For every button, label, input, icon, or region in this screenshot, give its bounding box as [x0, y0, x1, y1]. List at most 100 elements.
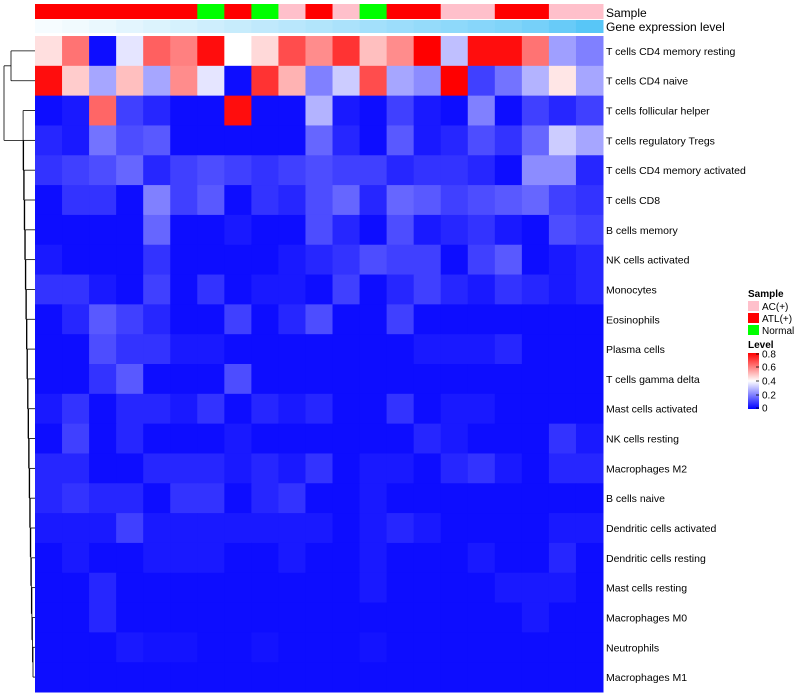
heatmap-cell	[548, 513, 577, 544]
heatmap-cell	[575, 364, 604, 395]
heatmap-cell	[467, 334, 496, 365]
sample-annotation-cell	[440, 4, 469, 19]
heatmap-cell	[521, 244, 550, 276]
heatmap-cell	[170, 304, 198, 335]
heatmap-cell	[305, 95, 334, 126]
heatmap-cell	[170, 572, 198, 604]
heatmap-cell	[494, 662, 523, 693]
expression-annotation-cell	[170, 20, 198, 33]
heatmap-cell	[440, 453, 469, 484]
row-labels: T cells CD4 memory resting T cells CD4 na…	[606, 46, 746, 684]
heatmap-cell	[197, 542, 225, 574]
heatmap-cell	[116, 632, 144, 663]
heatmap-cell	[386, 483, 415, 514]
heatmap-cell	[170, 36, 198, 67]
heatmap-cell	[143, 602, 171, 633]
heatmap-cell	[521, 542, 550, 574]
heatmap-cell	[386, 602, 415, 633]
heatmap-cell	[494, 304, 523, 335]
heatmap-cell	[332, 662, 361, 693]
heatmap-cell	[197, 513, 225, 544]
heatmap-cell	[413, 125, 442, 156]
heatmap-cell	[197, 483, 225, 514]
row-label: Eosinophils	[606, 314, 660, 326]
sample-annotation-cell	[224, 4, 252, 19]
heatmap-cell	[575, 423, 604, 454]
heatmap-cell	[413, 483, 442, 514]
heatmap-cell	[170, 662, 198, 693]
heatmap-cell	[116, 542, 144, 574]
heatmap-cell	[359, 304, 388, 335]
legend-sample-title: Sample	[748, 289, 784, 300]
sample-annotation-cell	[305, 4, 334, 19]
heatmap-cell	[116, 393, 144, 425]
heatmap-cell	[251, 423, 279, 454]
heatmap-cell	[116, 214, 144, 246]
heatmap-cell	[494, 632, 523, 663]
heatmap-cell	[467, 632, 496, 663]
heatmap-cell	[62, 542, 90, 574]
heatmap-cell	[386, 95, 415, 126]
heatmap-cell	[89, 513, 117, 544]
heatmap-cell	[386, 304, 415, 335]
heatmap-cell	[116, 602, 144, 633]
heatmap-cell	[143, 185, 171, 216]
heatmap-cell	[89, 572, 117, 604]
heatmap-cell	[170, 95, 198, 126]
heatmap-cell	[224, 453, 252, 484]
heatmap-cell	[332, 214, 361, 246]
sample-annotation-cell	[413, 4, 442, 19]
heatmap-cell	[413, 513, 442, 544]
sample-annotation-cell	[170, 4, 198, 19]
heatmap-cell	[278, 542, 306, 574]
heatmap-cell	[89, 483, 117, 514]
heatmap-cell	[548, 95, 577, 126]
heatmap-cell	[386, 155, 415, 186]
row-label: Monocytes	[606, 284, 657, 296]
legend-level-tick-label: 0.6	[762, 363, 776, 374]
heatmap-cell	[116, 95, 144, 126]
heatmap-cell	[413, 393, 442, 425]
heatmap-cell	[224, 304, 252, 335]
heatmap-cell	[35, 393, 63, 425]
heatmap-cell	[62, 423, 90, 454]
heatmap-cell	[251, 393, 279, 425]
heatmap-cell	[143, 36, 171, 67]
heatmap-cell	[386, 65, 415, 97]
heatmap-cell	[386, 244, 415, 276]
heatmap-cell	[197, 602, 225, 633]
heatmap-cell	[224, 602, 252, 633]
sample-annotation-cell	[251, 4, 279, 19]
heatmap-cell	[116, 185, 144, 216]
heatmap-cell	[575, 662, 604, 693]
heatmap-cell	[278, 483, 306, 514]
heatmap-cell	[89, 95, 117, 126]
heatmap-cell	[62, 185, 90, 216]
heatmap-cell	[197, 423, 225, 454]
heatmap-cell	[278, 393, 306, 425]
heatmap-cell	[575, 304, 604, 335]
heatmap-cell	[305, 125, 334, 156]
heatmap-cell	[278, 572, 306, 604]
heatmap-cell	[170, 513, 198, 544]
sample-annotation-cell	[548, 4, 577, 19]
heatmap-cell	[467, 95, 496, 126]
heatmap-cell	[251, 542, 279, 574]
heatmap-cell	[359, 364, 388, 395]
heatmap-cell	[440, 36, 469, 67]
heatmap-cell	[548, 185, 577, 216]
heatmap-cell	[35, 513, 63, 544]
heatmap-cell	[305, 572, 334, 604]
legend-swatch-normal	[748, 325, 759, 335]
row-label: B cells memory	[606, 225, 679, 237]
heatmap-cell	[278, 36, 306, 67]
heatmap-cell	[332, 364, 361, 395]
heatmap-cell	[548, 542, 577, 574]
heatmap-cell	[251, 304, 279, 335]
heatmap-cell	[116, 513, 144, 544]
row-label: T cells regulatory Tregs	[606, 135, 715, 147]
row-label: T cells gamma delta	[606, 374, 700, 386]
heatmap-cell	[143, 662, 171, 693]
heatmap-cell	[467, 185, 496, 216]
legend-swatch-atl	[748, 313, 759, 323]
